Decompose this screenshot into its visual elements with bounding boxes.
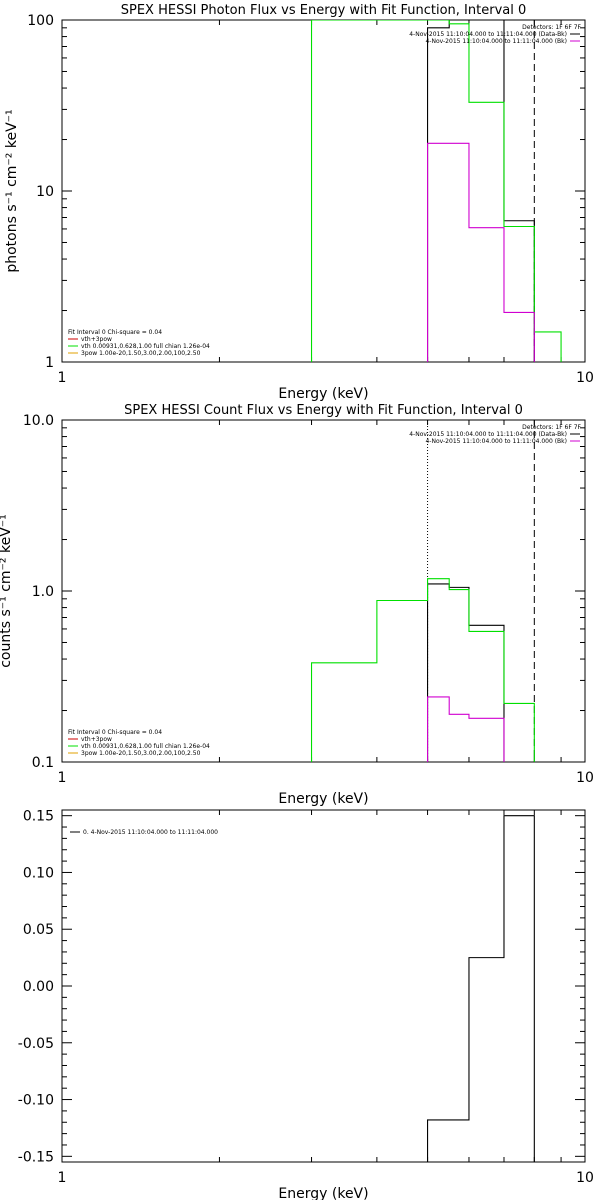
series-black-histogram xyxy=(427,583,505,762)
legend-entry: 4-Nov-2015 11:10:04.000 to 11:11:04.000 … xyxy=(425,438,567,445)
y-tick-label: 0.1 xyxy=(32,755,54,771)
legend-entry: vth+3pow xyxy=(81,336,112,343)
legend-entry: vth 0.00931,0.628,1.00 full chian 1.26e-… xyxy=(81,743,210,750)
x-tick-label: 10 xyxy=(576,1170,594,1186)
legend-entry: Fit Interval 0 Chi-square = 0.04 xyxy=(68,729,162,736)
y-tick-label: 0.10 xyxy=(23,865,54,881)
legend-entry: 4-Nov-2015 11:10:04.000 to 11:11:04.000 … xyxy=(409,31,567,38)
y-tick-label: -0.10 xyxy=(18,1093,54,1109)
series-black-histogram xyxy=(427,815,535,1162)
y-tick-label: -0.15 xyxy=(18,1149,54,1165)
y-tick-label: 1 xyxy=(45,355,54,371)
chart-panel-1: SPEX HESSI Photon Flux vs Energy with Fi… xyxy=(4,3,594,402)
legend-entry: 4-Nov-2015 11:10:04.000 to 11:11:04.000 … xyxy=(425,38,567,45)
y-tick-label: 1.0 xyxy=(32,584,54,600)
legend-entry: 4-Nov-2015 11:10:04.000 to 11:11:04.000 … xyxy=(409,431,567,438)
x-tick-label: 10 xyxy=(576,370,594,386)
y-tick-label: 0.15 xyxy=(23,809,54,825)
legend-entry: vth 0.00931,0.628,1.00 full chian 1.26e-… xyxy=(81,343,210,350)
x-tick-label: 10 xyxy=(576,770,594,786)
legend-entry: Fit Interval 0 Chi-square = 0.04 xyxy=(68,329,162,336)
chart-title: SPEX HESSI Photon Flux vs Energy with Fi… xyxy=(121,3,527,18)
y-tick-label: -0.05 xyxy=(18,1036,54,1052)
x-tick-label: 1 xyxy=(58,370,67,386)
legend-entry: 0. 4-Nov-2015 11:10:04.000 to 11:11:04.0… xyxy=(83,829,218,836)
plot-frame xyxy=(61,809,586,1163)
plot-frame xyxy=(61,19,586,363)
series-magenta-histogram xyxy=(427,696,505,762)
x-axis-label: Energy (keV) xyxy=(278,1186,368,1200)
y-tick-label: 0.05 xyxy=(23,922,54,938)
legend-entry: 3pow 1.00e-20,1.50,3.00,2.00,100,2.50 xyxy=(81,350,201,357)
y-tick-label: 100 xyxy=(27,13,54,29)
y-tick-label: 0.00 xyxy=(23,979,54,995)
chart-panel-2: SPEX HESSI Count Flux vs Energy with Fit… xyxy=(0,403,594,807)
x-axis-label: Energy (keV) xyxy=(278,791,368,807)
series-magenta-histogram xyxy=(427,142,535,362)
legend-entry: 3pow 1.00e-20,1.50,3.00,2.00,100,2.50 xyxy=(81,750,201,757)
y-tick-label: 10 xyxy=(36,184,54,200)
legend-entry: vth+3pow xyxy=(81,736,112,743)
chart-panel-3: Energy (keV) 1 10 -0.15 -0.10 -0.05 0.00 0.05 0.… xyxy=(18,809,594,1200)
x-tick-label: 1 xyxy=(58,770,67,786)
series-black-histogram xyxy=(427,20,535,362)
legend-entry: Detectors: 1F 6F 7F xyxy=(522,424,581,431)
y-axis-label: photons s⁻¹ cm⁻² keV⁻¹ xyxy=(4,109,20,272)
plot-frame xyxy=(61,419,586,763)
x-axis-label: Energy (keV) xyxy=(278,386,368,402)
legend-entry: Detectors: 1F 6F 7F xyxy=(522,24,581,31)
x-tick-label: 1 xyxy=(58,1170,67,1186)
y-axis-label: counts s⁻¹ cm⁻² keV⁻¹ xyxy=(0,514,14,668)
y-tick-label: 10.0 xyxy=(23,413,54,429)
series-green-histogram xyxy=(310,578,535,762)
chart-title: SPEX HESSI Count Flux vs Energy with Fit… xyxy=(124,403,523,418)
series-green-histogram xyxy=(310,20,562,362)
